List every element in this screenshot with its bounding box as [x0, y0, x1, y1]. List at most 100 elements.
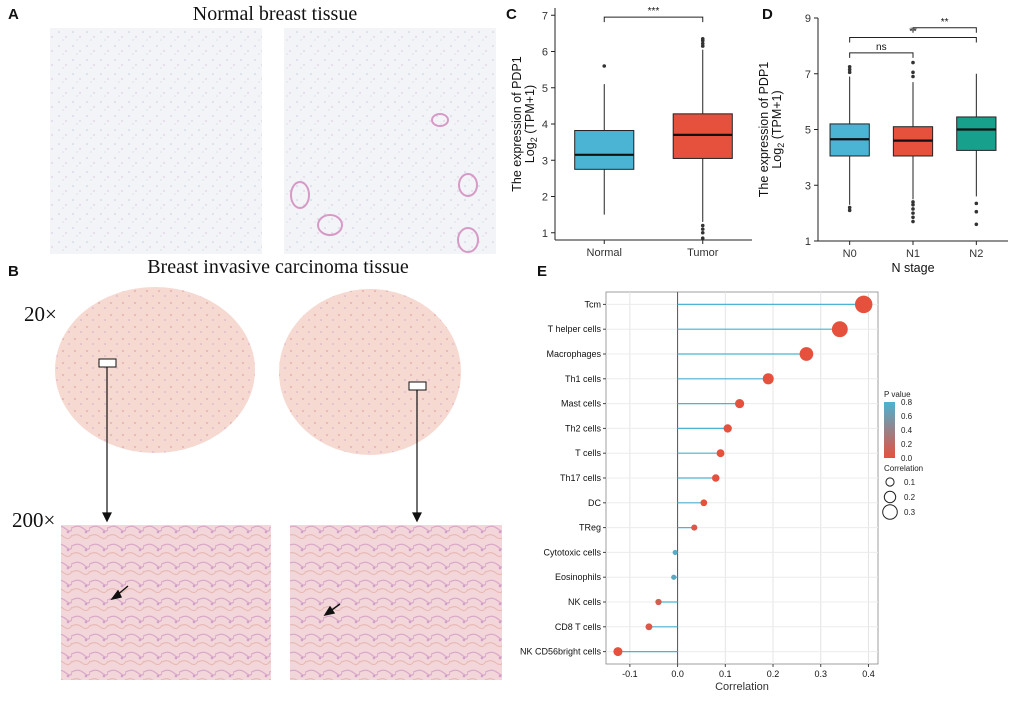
lollipop-point: [831, 321, 848, 338]
normal-tissue-image-2: [284, 28, 496, 254]
y-axis-label: The expression of PDP1: [510, 56, 524, 192]
y-tick-label: 5: [805, 125, 811, 137]
panel-label-d: D: [762, 6, 773, 23]
lollipop-point: [711, 474, 720, 482]
pvalue-tick-label: 0.2: [901, 440, 913, 449]
outlier-point: [700, 37, 705, 41]
correlation-size-label: 0.2: [904, 493, 916, 502]
outlier-point: [974, 209, 979, 214]
tumor-hpf-image-2: [290, 525, 502, 680]
lollipop-chart-e: -0.1 0.0 0.1 0.2 0.3 0.4 Correlation Tcm T helpe…: [520, 291, 923, 693]
outlier-point: [700, 41, 705, 46]
y-tick-label: 7: [805, 69, 811, 81]
lollipop-point: [672, 549, 678, 555]
outlier-point: [700, 227, 705, 231]
normal-tissue-image-1: [50, 28, 262, 254]
y-tick-label: 4: [542, 119, 548, 131]
boxplot-d: 1 3 5 7 9 N0 N1 N2 The expression of PDP1 Log2 (T…: [757, 13, 1008, 275]
category-label: TReg: [579, 523, 601, 533]
lollipop-point: [613, 647, 623, 657]
bracket-line: [849, 37, 977, 43]
bracket-line: [849, 52, 914, 58]
x-tick-label: 0.2: [767, 669, 780, 679]
pvalue-tick-label: 0.0: [901, 454, 913, 463]
category-label: Eosinophils: [555, 572, 602, 582]
lollipop-point: [671, 574, 677, 580]
outlier-point: [700, 44, 705, 48]
outlier-point: [847, 64, 852, 69]
lollipop-point: [723, 424, 732, 433]
boxplot-c: 1 2 3 4 5 6 7 Normal Tumor The expression of PDP1…: [510, 6, 752, 259]
lollipop-point: [854, 295, 873, 314]
tumor-core-image-2: [279, 289, 461, 455]
correlation-legend-title: Correlation: [884, 464, 923, 473]
significance-bracket: ns: [849, 42, 914, 58]
correlation-size-label: 0.1: [904, 478, 916, 487]
significance-label: **: [941, 17, 949, 28]
pvalue-tick-label: 0.4: [901, 426, 913, 435]
correlation-size-label: 0.3: [904, 508, 916, 517]
y-tick-label: 3: [805, 180, 811, 192]
lollipop-point: [799, 347, 814, 361]
y-tick-label: 1: [805, 236, 811, 248]
box-iqr: [956, 116, 997, 151]
box-n1: [892, 60, 934, 224]
outlier-point: [911, 207, 915, 211]
outlier-point: [911, 200, 915, 204]
category-label: Macrophages: [546, 349, 601, 359]
x-tick-label: -0.1: [622, 669, 638, 679]
tumor-core-image-1: [55, 287, 255, 453]
box-tumor: [672, 37, 733, 240]
zoom-arrows: [102, 367, 422, 523]
y-tick-label: 7: [542, 10, 548, 22]
unit-text: (TPM+1): [523, 85, 537, 137]
pvalue-tick-label: 0.8: [901, 398, 913, 407]
log-text: Log: [770, 148, 784, 169]
outlier-point: [847, 208, 852, 213]
outlier-point: [911, 211, 915, 215]
log-subscript: 2: [529, 137, 539, 142]
lollipop-point: [655, 598, 662, 606]
magnification-high-label: 200×: [12, 508, 55, 532]
lollipop-point: [700, 499, 708, 507]
outlier-point: [911, 215, 915, 220]
pvalue-legend-title: P value: [884, 390, 911, 399]
panel-label-e: E: [537, 263, 547, 280]
zoom-box-1: [98, 358, 117, 368]
pvalue-tick-label: 0.6: [901, 412, 913, 421]
significance-bracket: **: [912, 17, 977, 33]
box-iqr: [574, 130, 635, 170]
log-text: Log: [523, 142, 537, 163]
x-tick-label: N2: [969, 248, 983, 260]
y-tick-label: 2: [542, 192, 548, 204]
lollipop-point: [691, 524, 698, 531]
category-label: Th2 cells: [565, 423, 602, 433]
outlier-point: [911, 70, 915, 75]
gland-marks: [290, 113, 479, 253]
x-tick-label: Tumor: [687, 247, 719, 259]
tumor-hpf-image-1: [61, 525, 271, 680]
y-tick-label: 5: [542, 83, 548, 95]
correlation-size-key: [882, 504, 898, 520]
y-axis-label-unit: Log2 (TPM+1): [523, 85, 539, 163]
category-label: Tcm: [585, 299, 602, 309]
outlier-point: [911, 219, 915, 224]
significance-label: ns: [876, 42, 887, 53]
category-label: Cytotoxic cells: [543, 547, 601, 557]
category-label: NK CD56bright cells: [520, 647, 602, 657]
panel-a-title: Normal breast tissue: [193, 3, 358, 25]
magnification-low-label: 20×: [24, 302, 57, 326]
panel-label-a: A: [8, 6, 19, 23]
x-tick-label: 0.0: [671, 669, 684, 679]
panel-label-b: B: [8, 263, 19, 280]
bracket-line: [603, 16, 704, 23]
panel-label-c: C: [506, 6, 517, 23]
outlier-point: [847, 70, 852, 75]
outlier-point: [911, 202, 915, 207]
category-label: T helper cells: [548, 324, 602, 334]
correlation-size-key: [883, 490, 897, 504]
zoom-box-2: [408, 381, 427, 391]
y-tick-label: 6: [542, 47, 548, 59]
box-iqr: [672, 113, 733, 159]
y-axis-label: The expression of PDP1: [757, 62, 771, 198]
